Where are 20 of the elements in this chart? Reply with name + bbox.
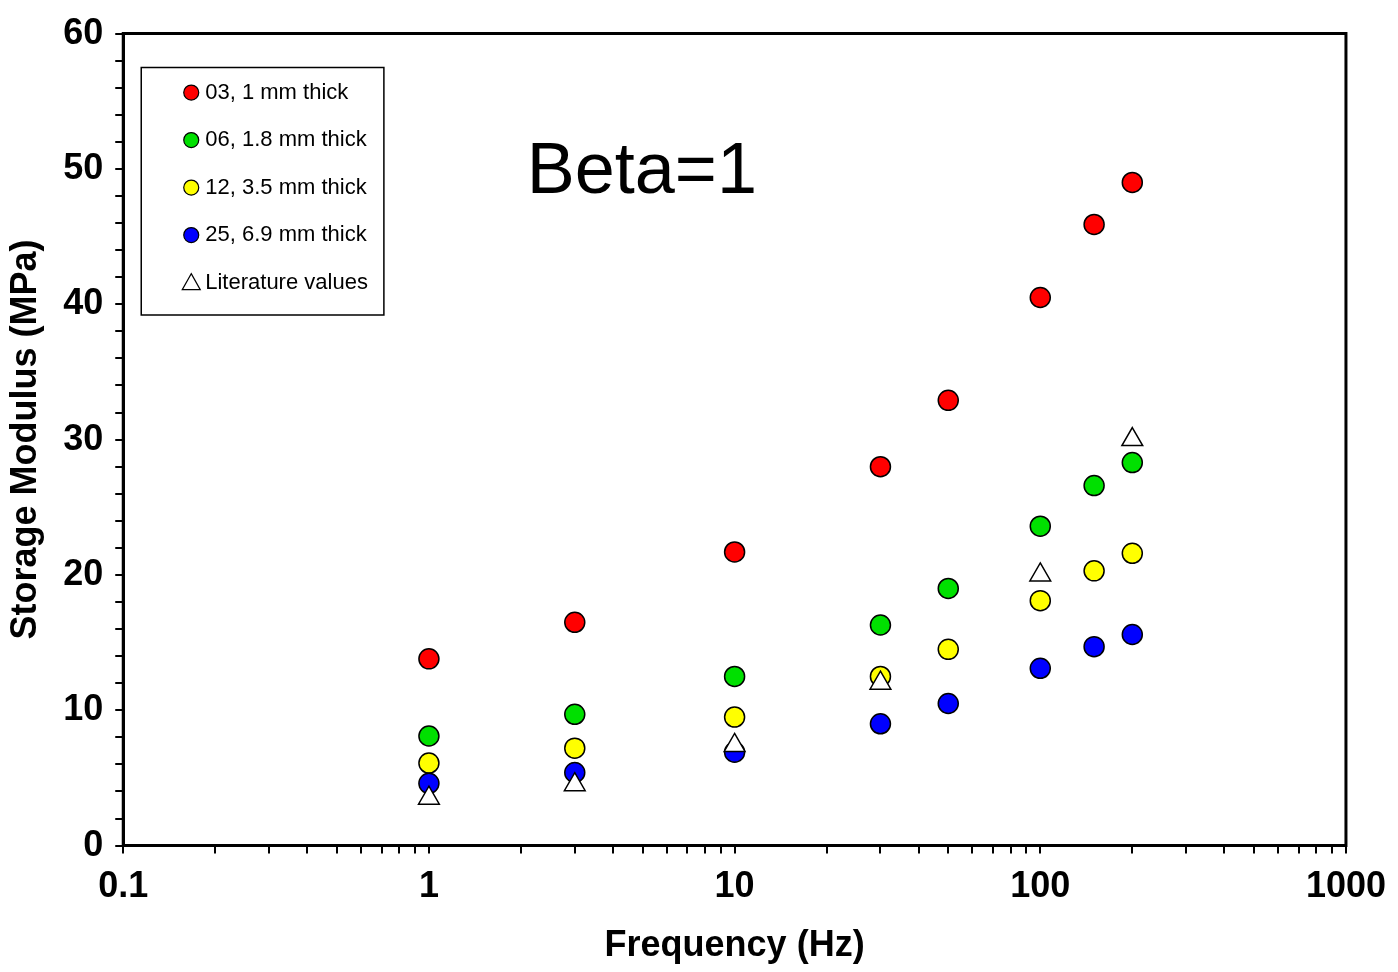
annotation: Beta=1 <box>526 128 757 209</box>
x-axis-title: Frequency (Hz) <box>604 923 865 965</box>
y-tick-label: 0 <box>83 822 104 864</box>
y-tick-label: 20 <box>63 551 104 593</box>
y-axis-title: Storage Modulus (MPa) <box>2 239 44 640</box>
legend-label: 03, 1 mm thick <box>205 78 350 104</box>
x-tick-label: 1 <box>418 864 439 906</box>
legend-label: 06, 1.8 mm thick <box>205 126 368 152</box>
y-tick-label: 50 <box>63 145 104 187</box>
x-tick-label: 1000 <box>1305 864 1386 906</box>
legend-label: 12, 3.5 mm thick <box>205 173 368 199</box>
x-tick-label: 10 <box>714 864 755 906</box>
y-tick-label: 60 <box>63 10 104 52</box>
y-tick-label: 40 <box>63 281 104 323</box>
x-tick-label: 0.1 <box>98 864 149 906</box>
y-tick-label: 10 <box>63 687 104 729</box>
legend-label: Literature values <box>205 268 368 294</box>
x-tick-label: 100 <box>1010 864 1071 906</box>
y-tick-label: 30 <box>63 416 104 458</box>
legend-label: 25, 6.9 mm thick <box>205 221 368 247</box>
